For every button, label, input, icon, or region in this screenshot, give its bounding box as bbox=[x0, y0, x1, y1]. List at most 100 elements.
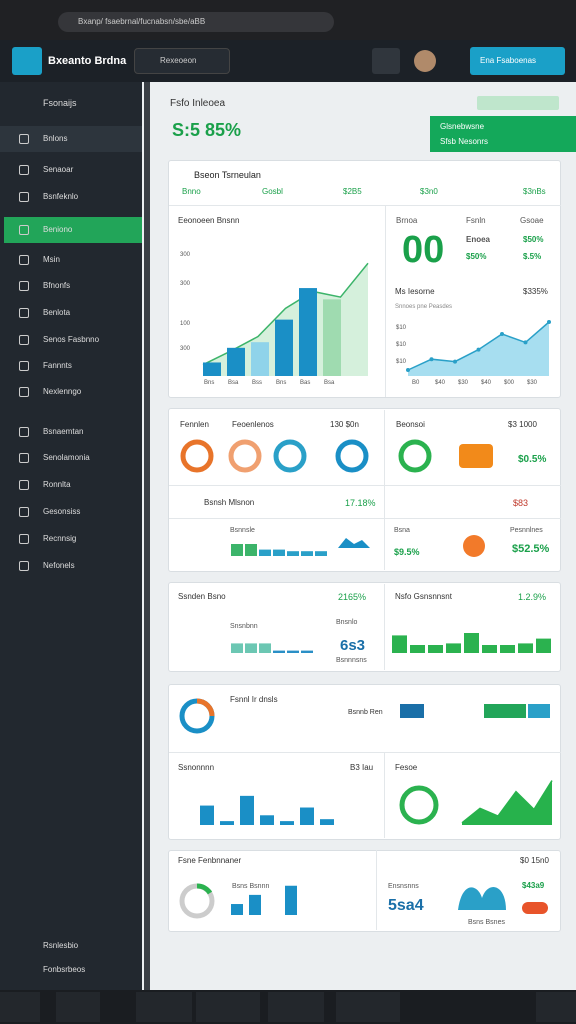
nav-item[interactable]: Benlota bbox=[43, 308, 71, 317]
bar bbox=[259, 549, 271, 556]
panel-value: B3 Iau bbox=[350, 763, 374, 772]
bar bbox=[287, 650, 299, 653]
bar bbox=[500, 645, 515, 653]
value: $0.5% bbox=[518, 454, 547, 465]
bar bbox=[203, 362, 221, 376]
x-tick-label: B0 bbox=[412, 380, 420, 386]
address-bar[interactable] bbox=[58, 12, 334, 32]
nav-icon bbox=[19, 134, 29, 144]
nav-item[interactable]: Beniono bbox=[43, 225, 73, 234]
toast bbox=[430, 116, 576, 152]
taskbar-button[interactable] bbox=[136, 992, 192, 1022]
pill bbox=[522, 902, 548, 914]
panel bbox=[168, 582, 561, 672]
bar bbox=[249, 894, 261, 915]
y-tick-label: $10 bbox=[396, 342, 407, 348]
panel-title: Ssnden Bsno bbox=[178, 592, 226, 601]
panel-title: Fsne Fenbnnaner bbox=[178, 856, 242, 865]
green-button[interactable] bbox=[484, 704, 526, 718]
kpi-label: Brnoa bbox=[396, 216, 418, 225]
divider bbox=[384, 584, 385, 670]
value: $9.5% bbox=[394, 546, 420, 557]
bar bbox=[231, 544, 243, 556]
bar bbox=[285, 885, 297, 915]
bar bbox=[245, 643, 257, 653]
active-item[interactable] bbox=[4, 217, 142, 243]
divider bbox=[169, 485, 561, 486]
nav-item[interactable]: Nexlenngo bbox=[43, 387, 82, 396]
nav-item[interactable]: Recnnsig bbox=[43, 534, 77, 543]
x-tick-label: Bsa bbox=[228, 380, 239, 386]
y-tick-label: 300 bbox=[180, 252, 191, 258]
x-tick-label: Bas bbox=[300, 380, 311, 386]
divider bbox=[385, 205, 386, 397]
bar bbox=[273, 650, 285, 653]
panel-value: 1.2.9% bbox=[518, 591, 547, 602]
kpi-value: $50% bbox=[523, 235, 544, 244]
row-title: Bsnsh Mlsnon bbox=[204, 498, 255, 507]
search-box[interactable] bbox=[134, 48, 230, 74]
nav-item[interactable]: Rsnlesbio bbox=[43, 941, 79, 950]
nav-icon bbox=[19, 534, 29, 544]
bar bbox=[227, 347, 245, 376]
star-button[interactable] bbox=[372, 48, 400, 74]
label: Beonsoi bbox=[396, 420, 425, 429]
taskbar-button[interactable] bbox=[336, 992, 400, 1022]
nav-item[interactable]: Fannnts bbox=[43, 361, 72, 370]
label: Bsna bbox=[394, 526, 410, 534]
x-tick-label: $30 bbox=[527, 380, 538, 386]
bar bbox=[260, 815, 274, 825]
label: Bsns Bsnnn bbox=[232, 882, 270, 890]
nav-icon bbox=[19, 281, 29, 291]
label: Snsnbnn bbox=[230, 622, 258, 630]
taskbar-button[interactable] bbox=[196, 992, 260, 1022]
nav-item[interactable]: Senaoar bbox=[43, 165, 74, 174]
nav-icon bbox=[19, 361, 29, 371]
chart-subtitle: Snnoes pne Peasdes bbox=[395, 304, 453, 310]
row-label: $3n0 bbox=[420, 187, 438, 196]
nav-icon bbox=[19, 192, 29, 202]
panel-title: Nsfo Gsnsnnsnt bbox=[395, 592, 452, 601]
point bbox=[406, 368, 410, 372]
y-tick-label: $10 bbox=[396, 359, 407, 365]
nav-item[interactable]: Nefonels bbox=[43, 561, 75, 570]
nav-icon bbox=[19, 165, 29, 175]
x-tick-label: Bss bbox=[252, 380, 263, 386]
bar bbox=[392, 635, 407, 653]
nav-item[interactable]: Fonbsrbeos bbox=[43, 965, 86, 974]
button-label[interactable]: Ena Fsaboenas bbox=[480, 56, 537, 65]
nav-item[interactable]: Senolamonia bbox=[43, 453, 90, 462]
button-label[interactable]: Bsnnb Ren bbox=[348, 708, 383, 716]
toast-text: Sfsb Nesonrs bbox=[440, 137, 489, 146]
header-button[interactable] bbox=[470, 47, 565, 75]
y-tick-label: 100 bbox=[180, 321, 191, 327]
nav-item[interactable]: Bsnfeknlo bbox=[43, 192, 79, 201]
area bbox=[408, 322, 549, 376]
panel-title: Bseon Tsrneulan bbox=[194, 169, 261, 180]
taskbar-button[interactable] bbox=[268, 992, 324, 1022]
label: Bsnnsle bbox=[230, 526, 255, 534]
bar bbox=[464, 633, 479, 653]
nav-item[interactable]: Msin bbox=[43, 255, 60, 264]
taskbar-button[interactable] bbox=[536, 992, 576, 1022]
bar bbox=[273, 549, 285, 556]
teal-button[interactable] bbox=[528, 704, 550, 718]
nav-item[interactable]: Gesonsiss bbox=[43, 507, 81, 516]
search-text: Rexeoeon bbox=[160, 56, 197, 65]
nav-item[interactable]: Bsnaemtan bbox=[43, 427, 84, 436]
nav-item[interactable]: Senos Fasbnno bbox=[43, 335, 100, 344]
nav-item[interactable]: Bfnonfs bbox=[43, 281, 71, 290]
nav-item[interactable]: Ronnlta bbox=[43, 480, 71, 489]
taskbar-button[interactable] bbox=[0, 992, 40, 1022]
nav-item[interactable]: Bnlons bbox=[43, 134, 68, 143]
bar bbox=[299, 288, 317, 376]
value: $52.5% bbox=[512, 542, 550, 555]
blue-button[interactable] bbox=[400, 704, 424, 718]
bar bbox=[240, 795, 254, 825]
brand: Bxeanto Brdna bbox=[48, 54, 127, 67]
nav-icon bbox=[19, 480, 29, 490]
row-label: $2B5 bbox=[343, 187, 362, 196]
mini-button[interactable] bbox=[477, 96, 559, 110]
taskbar-button[interactable] bbox=[56, 992, 100, 1022]
